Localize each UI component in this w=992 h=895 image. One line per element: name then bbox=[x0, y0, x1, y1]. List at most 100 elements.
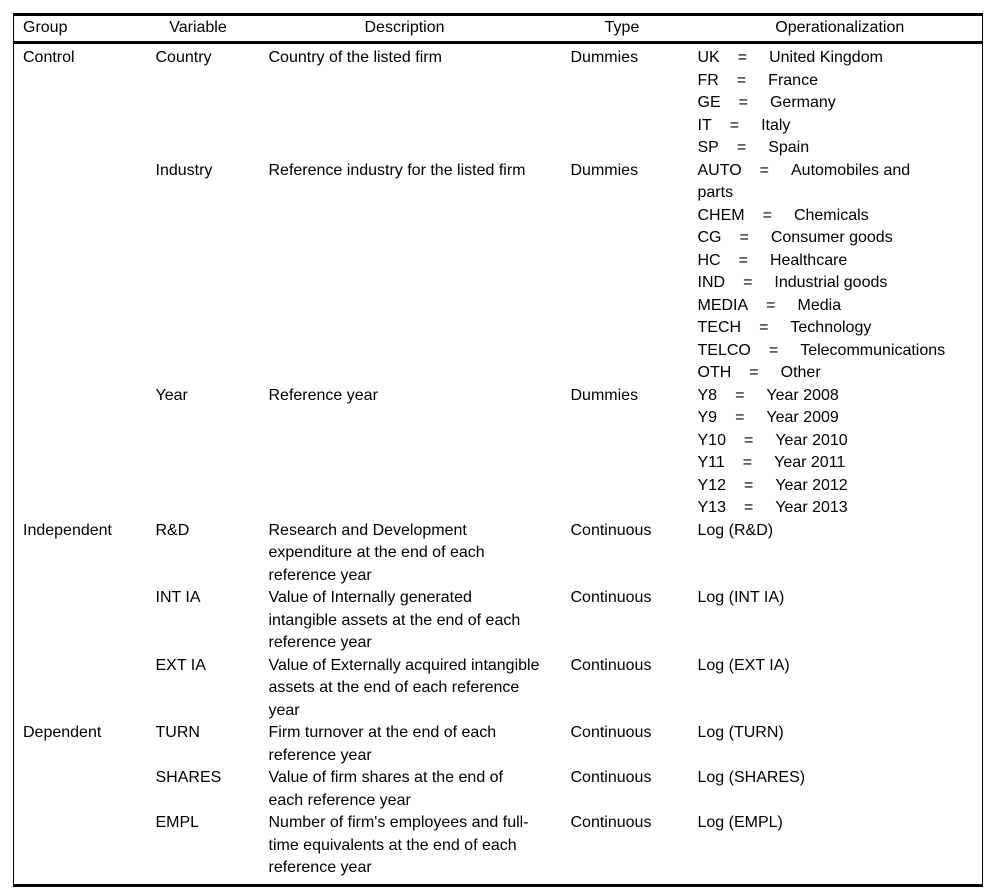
op-value: Automobiles and parts bbox=[697, 161, 911, 202]
op-line: TECH = Technology bbox=[698, 317, 948, 340]
equals-sign: = bbox=[768, 341, 779, 359]
op-list: UK = United Kingdom FR = France GE = Germany I… bbox=[698, 47, 948, 160]
operationalization-cell: Log (R&D) bbox=[698, 520, 983, 588]
operationalization-cell: AUTO = Automobiles and parts CHEM = Chemical… bbox=[698, 160, 983, 385]
group-cell bbox=[14, 767, 156, 812]
op-code: IND bbox=[697, 274, 726, 291]
description-text: Reference industry for the listed firm bbox=[268, 161, 526, 179]
col-header-operationalization: Operationalization bbox=[697, 14, 983, 44]
equals-sign: = bbox=[737, 49, 748, 66]
op-list: Log (INT IA) bbox=[698, 587, 948, 610]
op-value: Year 2012 bbox=[775, 476, 848, 494]
op-code: OTH bbox=[697, 364, 732, 381]
variable-cell: Country bbox=[155, 49, 212, 66]
op-value: Year 2009 bbox=[766, 409, 839, 426]
op-code: MEDIA bbox=[697, 296, 749, 314]
op-line: GE = Germany bbox=[698, 92, 948, 115]
equals-sign: = bbox=[736, 139, 747, 156]
description-text: Research and Development expenditure at … bbox=[268, 521, 485, 584]
op-line: Y13 = Year 2013 bbox=[698, 497, 948, 520]
op-value: Media bbox=[797, 296, 842, 314]
op-code: FR bbox=[697, 71, 719, 89]
op-list: Log (R&D) bbox=[698, 520, 948, 543]
op-value: Consumer goods bbox=[770, 229, 893, 246]
group-cell: Independent bbox=[23, 521, 112, 539]
type-cell: Continuous bbox=[570, 769, 652, 786]
op-code: SP bbox=[697, 139, 719, 156]
op-list: AUTO = Automobiles and parts CHEM = Chemical… bbox=[698, 160, 948, 385]
group-cell bbox=[14, 587, 156, 655]
op-value: Year 2011 bbox=[774, 454, 846, 471]
col-header-description: Description bbox=[268, 14, 569, 44]
operationalization-cell: Log (EMPL) bbox=[698, 812, 983, 885]
op-line: Log (R&D) bbox=[698, 520, 948, 543]
equals-sign: = bbox=[743, 476, 754, 494]
op-list: Y8 = Year 2008 Y9 = Year 2009 Y10 = Year 2010 … bbox=[698, 385, 948, 520]
op-value: Log (EMPL) bbox=[697, 814, 783, 831]
col-header-variable: Variable bbox=[155, 14, 269, 44]
op-line: TELCO = Telecommunications bbox=[698, 340, 948, 363]
op-line: Log (EMPL) bbox=[698, 812, 948, 835]
op-code: CHEM bbox=[697, 206, 745, 224]
op-code: GE bbox=[697, 94, 721, 111]
variable-cell: R&D bbox=[155, 521, 190, 539]
equals-sign: = bbox=[738, 251, 748, 269]
op-code: Y9 bbox=[697, 409, 718, 426]
op-value: Log (TURN) bbox=[697, 724, 784, 741]
op-code: UK bbox=[697, 49, 720, 66]
op-value: Telecommunications bbox=[800, 341, 946, 359]
op-code: TELCO bbox=[697, 341, 751, 359]
description-cell: Country of the listed firm bbox=[269, 43, 569, 160]
group-cell bbox=[14, 385, 156, 520]
op-code: Y10 bbox=[697, 431, 726, 449]
op-line: IND = Industrial goods bbox=[698, 272, 948, 295]
equals-sign: = bbox=[739, 229, 749, 246]
operationalization-cell: Log (INT IA) bbox=[698, 587, 983, 655]
op-value: Other bbox=[780, 364, 821, 381]
op-line: CHEM = Chemicals bbox=[698, 205, 948, 228]
equals-sign: = bbox=[743, 499, 754, 516]
col-header-type: Type bbox=[568, 14, 698, 44]
op-value: Log (R&D) bbox=[697, 521, 774, 539]
op-line: Y9 = Year 2009 bbox=[698, 407, 948, 430]
equals-sign: = bbox=[735, 409, 745, 426]
op-list: Log (EMPL) bbox=[698, 812, 948, 835]
op-line: SP = Spain bbox=[698, 137, 948, 160]
description-cell: Value of firm shares at the end of each … bbox=[269, 767, 569, 812]
op-line: UK = United Kingdom bbox=[698, 47, 948, 70]
op-value: Healthcare bbox=[769, 251, 848, 269]
op-value: Germany bbox=[769, 94, 836, 111]
table-row: EXT IA Value of Externally acquired inta… bbox=[14, 655, 983, 723]
op-line: Log (EXT IA) bbox=[698, 655, 948, 678]
type-cell: Dummies bbox=[570, 161, 639, 179]
op-code: HC bbox=[697, 251, 721, 269]
table-row: SHARES Value of firm shares at the end o… bbox=[14, 767, 983, 812]
description-cell: Research and Development expenditure at … bbox=[269, 520, 569, 588]
op-list: Log (SHARES) bbox=[698, 767, 948, 790]
equals-sign: = bbox=[759, 319, 769, 336]
equals-sign: = bbox=[749, 364, 759, 381]
op-value: Technology bbox=[790, 319, 872, 336]
equals-sign: = bbox=[736, 71, 747, 89]
op-line: IT = Italy bbox=[698, 115, 948, 138]
group-cell bbox=[14, 160, 156, 385]
op-code: IT bbox=[697, 116, 712, 134]
operationalization-cell: Log (EXT IA) bbox=[698, 655, 983, 723]
group-cell: Dependent bbox=[23, 724, 102, 741]
op-code: TECH bbox=[697, 319, 742, 336]
table-row: INT IA Value of Internally generated int… bbox=[14, 587, 983, 655]
description-text: Value of firm shares at the end of each … bbox=[268, 769, 504, 809]
equals-sign: = bbox=[766, 296, 776, 314]
equals-sign: = bbox=[759, 161, 769, 179]
equals-sign: = bbox=[743, 431, 754, 449]
op-line: Log (INT IA) bbox=[698, 587, 948, 610]
op-value: France bbox=[768, 71, 818, 89]
op-code: Y12 bbox=[697, 476, 726, 494]
op-list: Log (EXT IA) bbox=[698, 655, 948, 678]
op-code: Y13 bbox=[697, 499, 726, 516]
table-row: Year Reference year Dummies Y8 = Year 2008… bbox=[14, 385, 983, 520]
op-value: Log (INT IA) bbox=[697, 589, 785, 606]
op-line: Y8 = Year 2008 bbox=[698, 385, 948, 408]
operationalization-cell: UK = United Kingdom FR = France GE = Germany I… bbox=[698, 43, 983, 160]
group-cell bbox=[14, 812, 156, 885]
